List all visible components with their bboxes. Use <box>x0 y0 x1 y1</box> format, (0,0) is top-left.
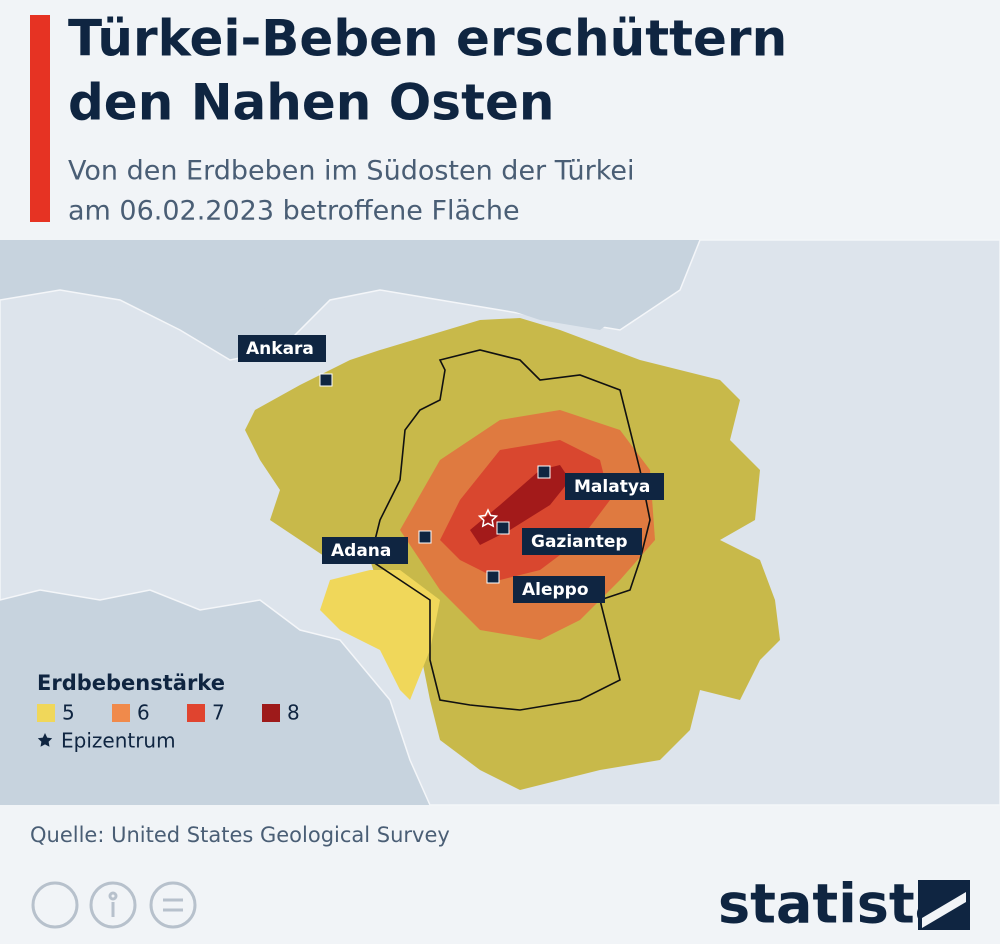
zone-8 <box>470 465 570 545</box>
black-sea <box>0 240 680 330</box>
label-box <box>522 528 642 555</box>
map: Ankara Malatya Gaziantep Adana Aleppo <box>0 239 1000 806</box>
city-markers <box>319 373 551 584</box>
city-marker <box>537 465 551 479</box>
legend-swatch <box>37 704 55 722</box>
legend-swatch <box>112 704 130 722</box>
brand-logo <box>918 880 970 930</box>
city-label: Adana <box>331 541 391 561</box>
city-label: Aleppo <box>522 580 589 600</box>
city-marker <box>496 521 510 535</box>
by-head <box>108 891 118 901</box>
license-icons <box>31 881 197 929</box>
city-label: Gaziantep <box>531 532 628 552</box>
source: Quelle: United States Geological Survey <box>30 823 450 847</box>
logo-stripe <box>922 892 966 928</box>
legend-title: Erdbebenstärke <box>37 671 225 695</box>
subtitle-line: Von den Erdbeben im Südosten der Türkei <box>68 156 635 187</box>
germany-outline <box>369 349 651 711</box>
city-labels: Ankara Malatya Gaziantep Adana Aleppo <box>238 335 664 603</box>
cc-icon <box>31 881 79 929</box>
label-box <box>513 576 605 603</box>
legend-label: Epizentrum <box>61 729 176 753</box>
legend-label: 5 <box>62 701 75 725</box>
accent-bar <box>30 15 50 222</box>
city-marker <box>418 530 432 544</box>
title-line: den Nahen Osten <box>68 74 554 132</box>
city-label: Malatya <box>574 477 650 497</box>
legend-label: 7 <box>212 701 225 725</box>
zone-5 <box>320 570 440 700</box>
city-marker <box>486 570 500 584</box>
legend-swatch <box>262 704 280 722</box>
label-box <box>565 473 664 500</box>
city-label: Ankara <box>246 339 314 359</box>
legend-label: 8 <box>287 701 300 725</box>
brand: statista <box>718 873 951 936</box>
epicenter-icon <box>37 733 53 747</box>
city-marker <box>319 373 333 387</box>
legend: Erdbebenstärke Epizentrum 5 6 7 8 <box>37 671 300 753</box>
label-box <box>322 537 408 564</box>
by-icon <box>89 881 137 929</box>
legend-swatch <box>187 704 205 722</box>
title-line: Türkei-Beben erschüttern <box>68 10 787 68</box>
legend-label: 6 <box>137 701 150 725</box>
label-box <box>238 335 326 362</box>
epicenter-marker <box>477 508 499 528</box>
subtitle-line: am 06.02.2023 betroffene Fläche <box>68 196 520 227</box>
nd-icon <box>149 881 197 929</box>
